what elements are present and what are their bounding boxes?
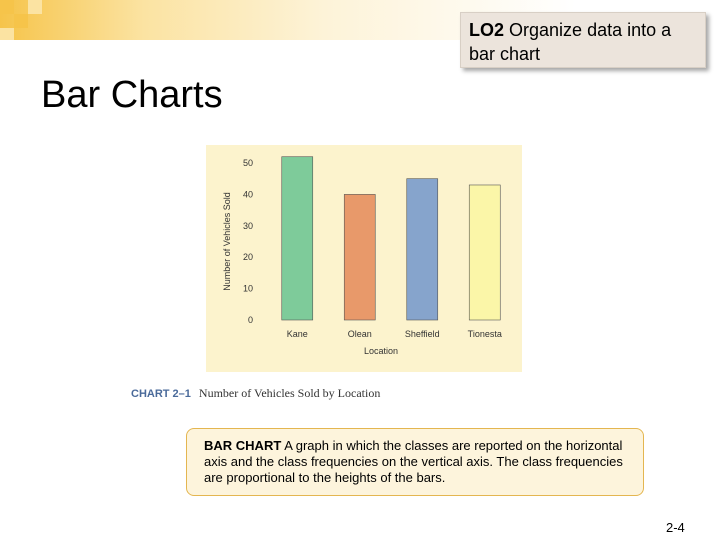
definition-term: BAR CHART <box>204 438 282 453</box>
bar <box>343 194 376 321</box>
y-tick-label: 0 <box>248 315 253 325</box>
bar-chart: 0 10 20 30 40 50 Number of Vehicles Sold Kane Ol… <box>222 156 502 356</box>
y-tick-label: 40 <box>243 189 253 199</box>
y-axis-label: Number of Vehicles Sold <box>222 192 232 291</box>
chart-caption-text: Number of Vehicles Sold by Location <box>198 386 381 400</box>
slide-title: Bar Charts <box>41 74 223 116</box>
decorative-square <box>0 28 14 40</box>
definition-box: BAR CHART A graph in which the classes a… <box>186 428 644 496</box>
chart-caption-number: CHART 2–1 <box>131 388 191 400</box>
decorative-square <box>28 0 42 14</box>
learning-objective-text: Organize data into a bar chart <box>469 20 672 64</box>
chart-caption: CHART 2–1 Number of Vehicles Sold by Loca… <box>131 386 380 401</box>
x-tick-label: Tionesta <box>468 329 502 339</box>
y-tick-label: 30 <box>243 221 253 231</box>
decorative-square <box>14 14 28 28</box>
learning-objective-tag: LO2 <box>469 20 505 40</box>
bar <box>406 178 439 321</box>
x-tick-label: Kane <box>287 329 308 339</box>
x-axis-label: Location <box>364 346 398 356</box>
page-number: 2-4 <box>666 520 685 535</box>
decorative-square <box>0 0 14 14</box>
bar <box>468 184 501 321</box>
x-tick-label: Olean <box>348 329 372 339</box>
y-tick-label: 50 <box>243 158 253 168</box>
bar-chart-panel: 0 10 20 30 40 50 Number of Vehicles Sold Kane Ol… <box>206 145 522 372</box>
definition-text: A graph in which the classes are reporte… <box>204 438 623 485</box>
y-tick-label: 20 <box>243 252 253 262</box>
y-tick-label: 10 <box>243 284 253 294</box>
learning-objective-box: LO2 Organize data into a bar chart <box>460 12 706 68</box>
x-tick-label: Sheffield <box>405 329 440 339</box>
bar <box>281 156 314 321</box>
